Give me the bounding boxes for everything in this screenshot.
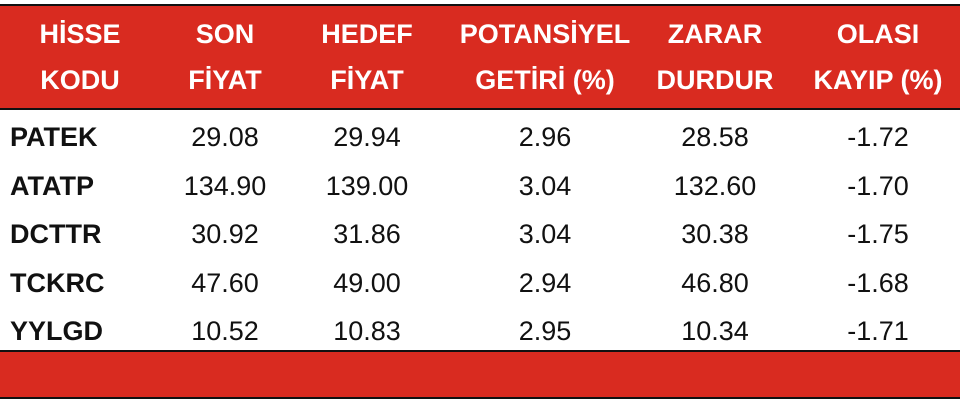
column-header: SON FİYAT xyxy=(155,6,295,108)
column-header: HİSSE KODU xyxy=(5,6,155,108)
value-cell: 30.38 xyxy=(681,219,749,249)
column-header: HEDEF FİYAT xyxy=(297,6,437,108)
value-cell: 47.60 xyxy=(191,267,259,298)
table-row: TCKRC 47.60 49.00 2.94 46.80 -1.68 xyxy=(0,259,960,308)
value-cell: -1.75 xyxy=(847,219,909,249)
column-header-line: HİSSE xyxy=(39,19,121,49)
stock-code-cell: YYLGD xyxy=(10,316,104,346)
column-header-line: SON xyxy=(195,19,255,49)
value-cell: -1.68 xyxy=(847,267,909,298)
stock-code-cell: ATATP xyxy=(10,170,94,201)
column-header-line: KAYIP (%) xyxy=(813,65,943,95)
column-header-line: GETİRİ (%) xyxy=(475,65,615,95)
table-row: ATATP 134.90 139.00 3.04 132.60 -1.70 xyxy=(0,162,960,211)
value-cell: 28.58 xyxy=(681,122,749,152)
value-cell: 46.80 xyxy=(681,267,749,298)
table-header: HİSSE KODU SON FİYAT HEDEF FİYAT POTANSİYEL GET… xyxy=(0,4,960,110)
value-cell: 2.95 xyxy=(518,316,572,346)
column-header: OLASI KAYIP (%) xyxy=(798,6,958,108)
column-header-line: DURDUR xyxy=(656,65,774,95)
value-cell: -1.72 xyxy=(847,122,909,152)
column-header-line: HEDEF xyxy=(321,19,413,49)
stock-code-cell: PATEK xyxy=(10,122,98,152)
value-cell: 29.94 xyxy=(333,122,401,152)
column-header-line: POTANSİYEL xyxy=(459,19,631,49)
column-header: ZARAR DURDUR xyxy=(640,6,790,108)
value-cell: -1.71 xyxy=(847,316,909,346)
value-cell: 29.08 xyxy=(191,122,259,152)
value-cell: 31.86 xyxy=(333,219,401,249)
column-header: POTANSİYEL GETİRİ (%) xyxy=(450,6,640,108)
value-cell: 134.90 xyxy=(183,170,267,201)
value-cell: 2.94 xyxy=(518,267,572,298)
column-header-line: OLASI xyxy=(836,19,920,49)
value-cell: 10.52 xyxy=(191,316,259,346)
value-cell: 10.34 xyxy=(681,316,749,346)
value-cell: 3.04 xyxy=(518,170,572,201)
table-row: YYLGD 10.52 10.83 2.95 10.34 -1.71 xyxy=(0,307,960,356)
value-cell: 49.00 xyxy=(333,267,401,298)
column-header-line: KODU xyxy=(40,65,120,95)
column-header-line: FİYAT xyxy=(188,65,262,95)
value-cell: 30.92 xyxy=(191,219,259,249)
value-cell: 3.04 xyxy=(518,219,572,249)
value-cell: 10.83 xyxy=(333,316,401,346)
value-cell: 2.96 xyxy=(518,122,572,152)
stock-code-cell: TCKRC xyxy=(10,267,105,298)
value-cell: 139.00 xyxy=(325,170,409,201)
column-header-line: FİYAT xyxy=(330,65,404,95)
column-header-line: ZARAR xyxy=(667,19,763,49)
value-cell: -1.70 xyxy=(847,170,909,201)
table-footer-bar xyxy=(0,350,960,399)
value-cell: 132.60 xyxy=(673,170,757,201)
table-row: DCTTR 30.92 31.86 3.04 30.38 -1.75 xyxy=(0,210,960,259)
stock-code-cell: DCTTR xyxy=(10,219,102,249)
table-row: PATEK 29.08 29.94 2.96 28.58 -1.72 xyxy=(0,113,960,162)
